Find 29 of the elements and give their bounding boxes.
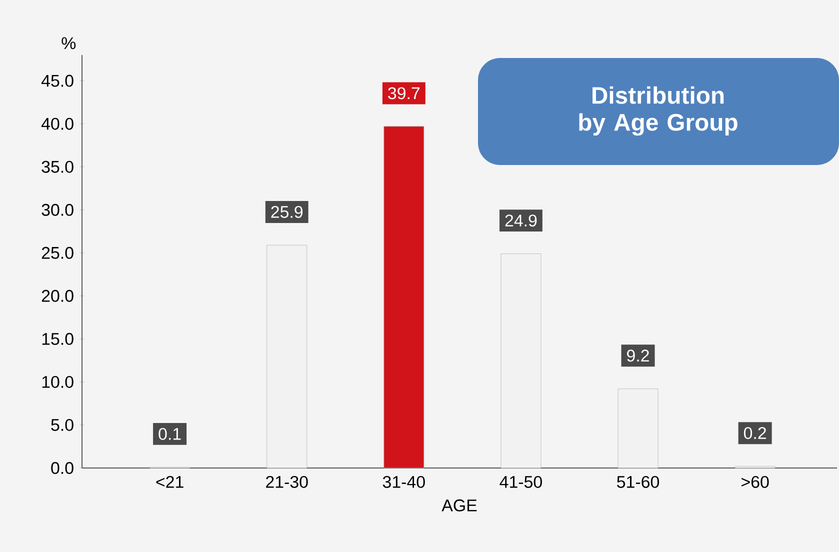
- data-label: 9.2: [627, 350, 649, 362]
- x-tick-label: <21: [156, 476, 184, 488]
- x-tick-label: 51-60: [617, 476, 660, 488]
- data-label: 0.2: [744, 427, 766, 440]
- data-label: 25.9: [271, 206, 303, 218]
- data-label: 24.9: [505, 214, 537, 227]
- text: Distribution by Age Group: [579, 86, 738, 136]
- y-tick-label: 5.0: [51, 418, 74, 431]
- x-axis-title: AGE: [442, 499, 477, 512]
- y-tick-label: 40.0: [41, 118, 74, 130]
- data-label: 0.1: [158, 428, 181, 440]
- bar: [500, 254, 542, 468]
- y-tick-label: 20.0: [42, 290, 74, 302]
- bar: [266, 244, 308, 468]
- x-tick-label: 21-30: [266, 476, 308, 488]
- y-tick-label: 15.0: [42, 332, 74, 345]
- y-tick-label: 30.0: [42, 204, 74, 216]
- y-tick-label: 25.0: [42, 246, 74, 259]
- y-tick-label: 35.0: [42, 160, 74, 173]
- y-axis-title: %: [62, 37, 76, 50]
- data-label: 39.7: [388, 87, 420, 100]
- y-tick-label: 0.0: [51, 462, 74, 474]
- bar: [618, 388, 658, 468]
- x-tick-label: >60: [742, 476, 769, 488]
- x-tick-label: 41-50: [500, 476, 542, 488]
- y-tick-label: 45.0: [41, 74, 74, 87]
- x-tick-label: 31-40: [382, 476, 425, 488]
- bar: [384, 126, 424, 468]
- y-tick-label: 10.0: [42, 376, 74, 388]
